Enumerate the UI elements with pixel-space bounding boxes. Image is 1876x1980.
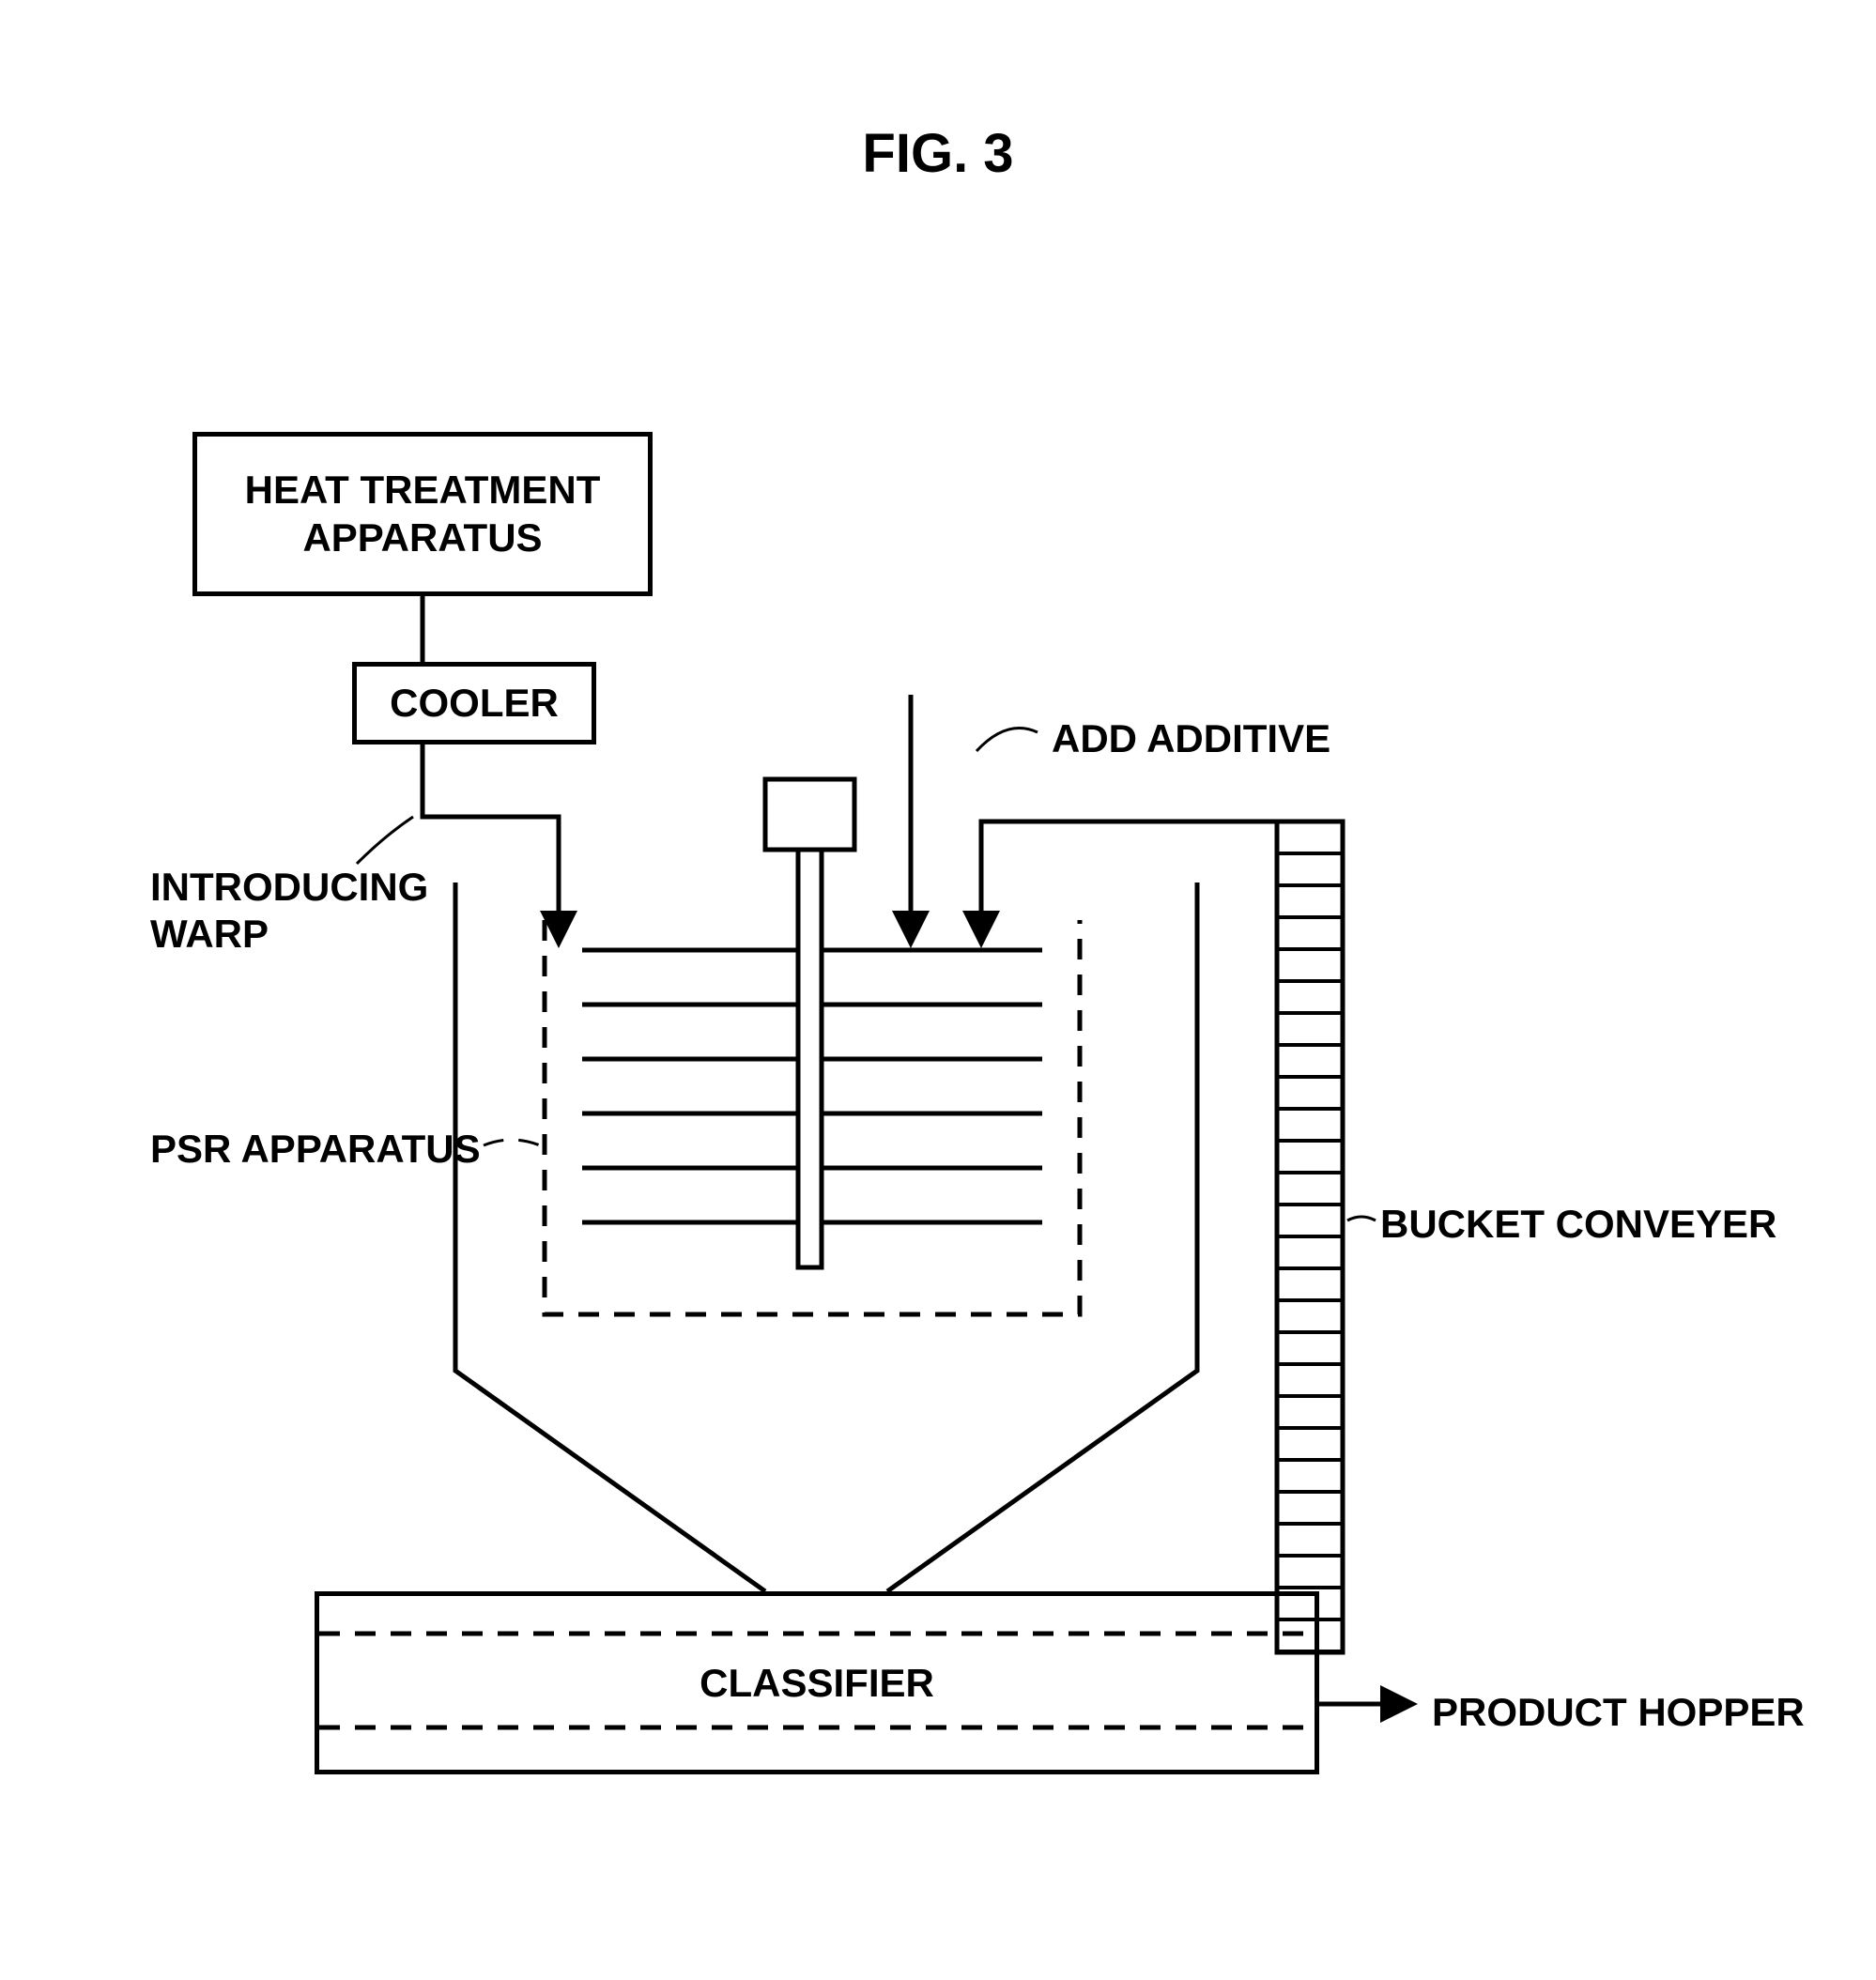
diagram-svg <box>0 0 1876 1980</box>
diagram-canvas: FIG. 3 HEAT TREATMENT APPARATUS COOLER C… <box>0 0 1876 1980</box>
